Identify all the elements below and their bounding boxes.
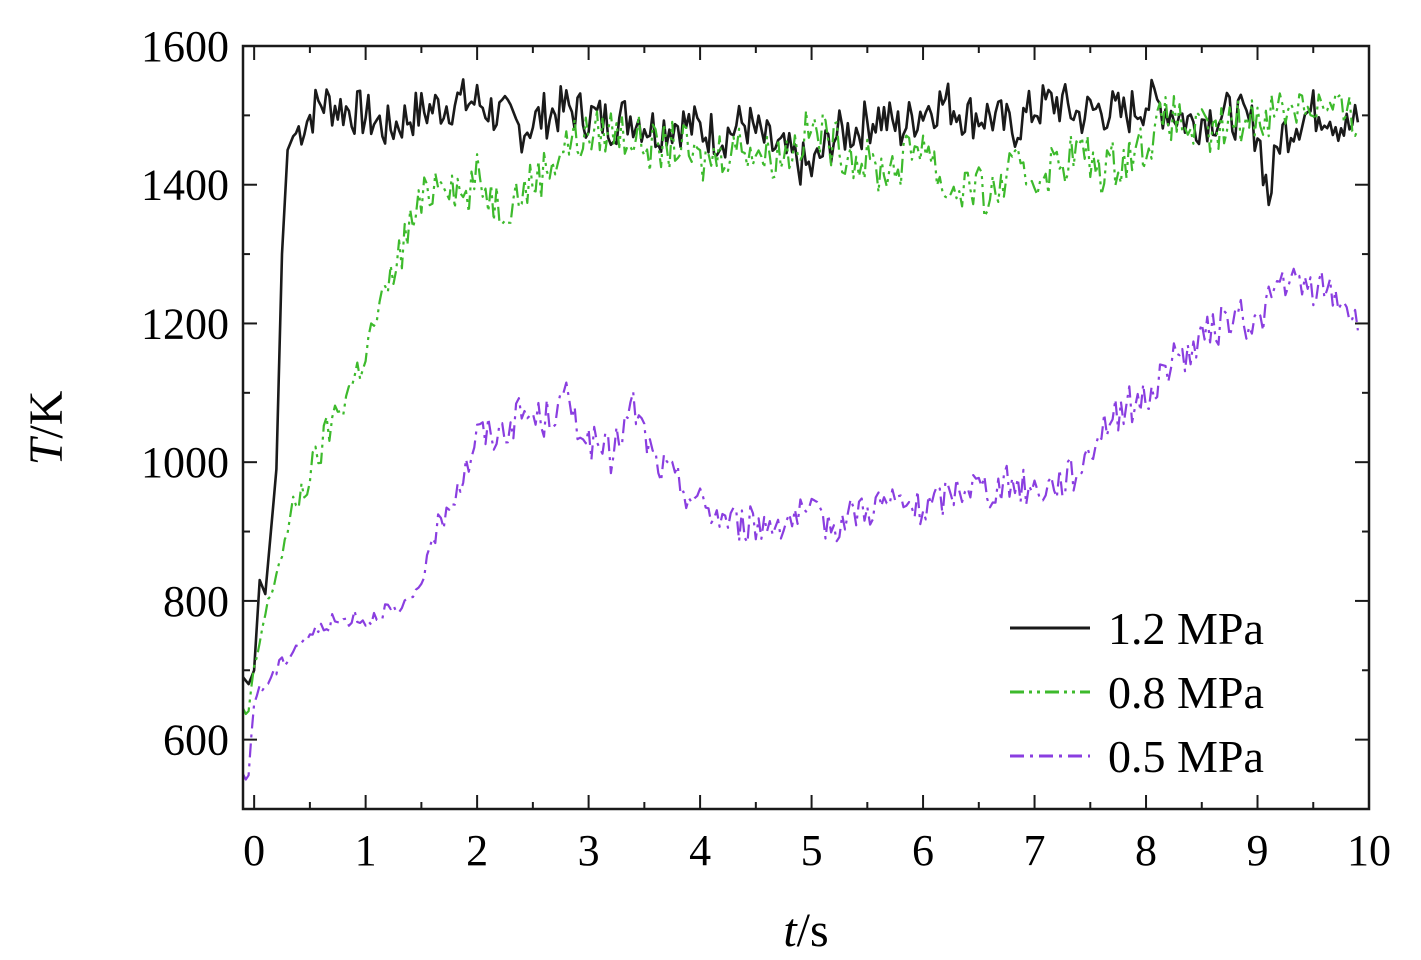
x-tick-label: 5 (801, 826, 823, 875)
x-tick-label: 9 (1247, 826, 1269, 875)
series-line-0-8-MPa (242, 92, 1359, 716)
legend-label: 1.2 MPa (1108, 603, 1264, 654)
x-tick-label: 2 (466, 826, 488, 875)
plot-frame (241, 44, 1371, 811)
x-tick-label: 10 (1347, 826, 1391, 875)
y-tick-label: 600 (163, 716, 229, 765)
x-tick-label: 7 (1024, 826, 1046, 875)
x-tick-label: 8 (1135, 826, 1157, 875)
y-tick-label: 800 (163, 577, 229, 626)
x-tick-label: 4 (689, 826, 711, 875)
y-tick-label: 1200 (141, 299, 229, 348)
y-axis-unit: /K (20, 390, 73, 438)
x-tick-label: 0 (243, 826, 265, 875)
x-axis-label: t/s (783, 904, 828, 957)
legend-label: 0.5 MPa (1108, 731, 1264, 782)
y-tick-label: 1600 (141, 22, 229, 71)
legend-label: 0.8 MPa (1108, 667, 1264, 718)
y-tick-label: 1400 (141, 161, 229, 210)
legend: 1.2 MPa 0.8 MPa 0.5 MPa (1010, 603, 1264, 782)
x-tick-label: 1 (355, 826, 377, 875)
tick-labels-layer: 0 1 2 3 4 5 6 7 8 9 10 600 800 1000 1200 1400 1600 (141, 22, 1391, 875)
ticks-layer (243, 45, 1370, 809)
series-layer (241, 78, 1360, 781)
x-axis-unit: /s (797, 904, 829, 957)
series-line-0-5-MPa (242, 267, 1359, 781)
series-line-1-2-MPa (241, 78, 1360, 686)
y-tick-label: 1000 (141, 438, 229, 487)
x-tick-label: 3 (578, 826, 600, 875)
y-axis-label: T/K (20, 390, 73, 465)
x-axis-variable: t (783, 904, 798, 957)
y-axis-variable: T (20, 435, 73, 465)
x-tick-label: 6 (912, 826, 934, 875)
